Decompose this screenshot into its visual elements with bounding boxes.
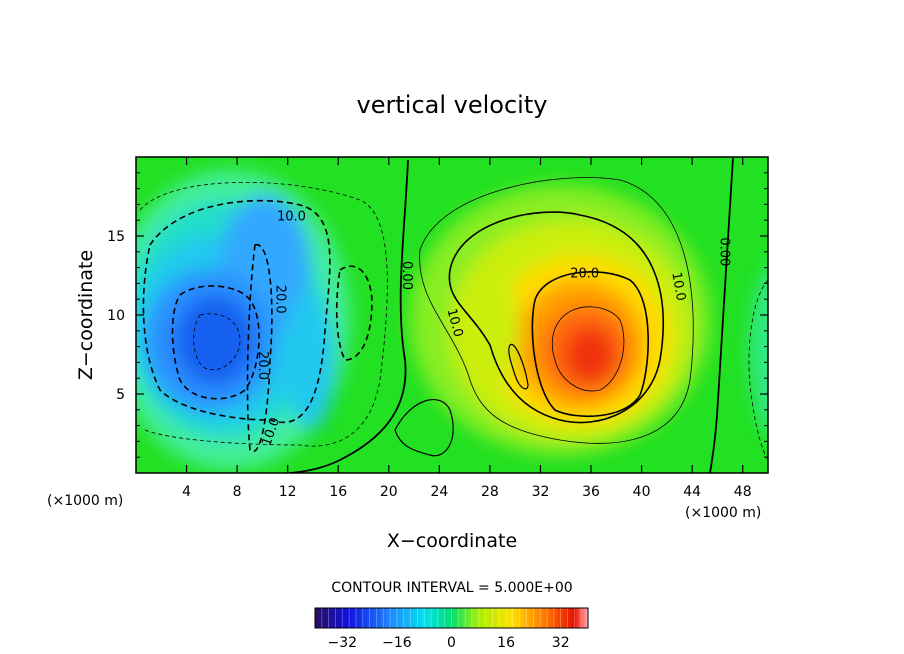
contour-line: [748, 279, 768, 461]
x-axis-label: X−coordinate: [387, 530, 517, 552]
x-tick-label: 24: [430, 484, 448, 500]
contour-line: [531, 271, 649, 418]
y-tick-label: 15: [107, 229, 125, 245]
x-tick-label: 40: [633, 484, 651, 500]
colorbar-tick-label: −16: [382, 635, 412, 651]
x-unit-right: (×1000 m): [685, 505, 761, 521]
colorbar: −32 −16 0 16 32: [314, 607, 589, 651]
colorbar-tick-label: −32: [328, 635, 358, 651]
contour-line: [394, 399, 454, 457]
contour-line: [139, 181, 388, 447]
contour-line: [289, 159, 409, 473]
colorbar-ticks: −32 −16 0 16 32: [328, 635, 570, 651]
contour-line: [246, 244, 273, 453]
x-unit-left: (×1000 m): [47, 493, 123, 509]
y-tick-label: 5: [116, 387, 125, 403]
contour-line: [419, 177, 694, 444]
field-blob: [175, 295, 255, 385]
x-tick-label: 32: [532, 484, 550, 500]
chart-title: vertical velocity: [357, 91, 548, 119]
contour-line: [335, 265, 373, 361]
x-tick-label: 12: [279, 484, 297, 500]
colorbar-stripes: [321, 608, 582, 628]
contour-line: [142, 199, 331, 424]
field-blobs: [136, 170, 768, 470]
field-blob: [750, 267, 768, 433]
contour-line: [193, 313, 241, 371]
x-tick-label: 48: [734, 484, 752, 500]
y-axis-label: Z−coordinate: [75, 250, 97, 380]
contour-label: 0.00: [399, 261, 414, 290]
field-blob: [565, 327, 615, 383]
x-tick-label: 44: [683, 484, 701, 500]
x-tick-label: 8: [233, 484, 242, 500]
field-blob: [460, 270, 520, 390]
contour-label: 0.00: [716, 237, 731, 266]
field-blob: [285, 290, 335, 430]
contour-label: 20.0: [273, 285, 288, 314]
contour-label: 20.0: [570, 266, 599, 281]
x-tick-label: 36: [582, 484, 600, 500]
contour-label: 10.0: [277, 210, 306, 225]
colorbar-tick-label: 0: [447, 635, 456, 651]
contour-label: 10.0: [668, 271, 688, 302]
contour-label: 10.0: [444, 307, 466, 339]
contour-line: [551, 306, 625, 392]
y-tick-label: 10: [107, 308, 125, 324]
y-axis: 5 10 15: [107, 172, 768, 458]
contour-line: [171, 285, 260, 400]
x-tick-label: 28: [481, 484, 499, 500]
contour-label: 20.0: [255, 351, 270, 380]
contour-line: [448, 211, 664, 424]
x-axis: 4 8 12 16 20 24 28 32 36 40 44 48: [182, 157, 752, 500]
x-tick-label: 20: [380, 484, 398, 500]
x-tick-label: 4: [182, 484, 191, 500]
contours: [139, 157, 768, 473]
colorbar-tick-label: 16: [497, 635, 515, 651]
contour-interval-text: CONTOUR INTERVAL = 5.000E+00: [331, 580, 572, 596]
contour-line: [709, 157, 734, 473]
colorbar-gradient: [315, 608, 588, 628]
colorbar-tick-label: 32: [552, 635, 570, 651]
colorbar-frame: [314, 607, 589, 629]
contour-line: [508, 343, 529, 390]
x-tick-label: 16: [329, 484, 347, 500]
